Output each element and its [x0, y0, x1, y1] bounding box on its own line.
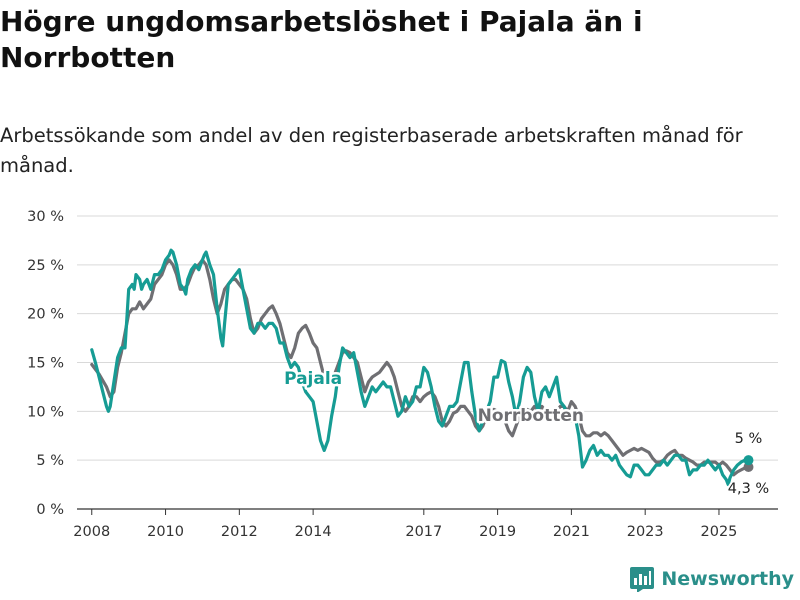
x-tick-label: 2012: [221, 524, 258, 540]
newsworthy-brand[interactable]: Newsworthy: [629, 566, 794, 592]
newsworthy-logo-icon: [630, 567, 655, 592]
end-point-norrbotten: [743, 462, 754, 473]
series-label-pajala: Pajala: [284, 369, 342, 389]
x-tick-label: 2023: [627, 524, 664, 540]
y-tick-label: 10 %: [27, 404, 64, 420]
chart-series: [90, 248, 751, 487]
x-tick-label: 2021: [553, 524, 590, 540]
end-value-label-pajala: 5 %: [735, 431, 763, 447]
chart-grid: [77, 215, 778, 510]
chart-subtitle: Arbetssökande som andel av den registerb…: [0, 124, 743, 177]
y-tick-label: 0 %: [36, 502, 64, 518]
y-tick-label: 30 %: [27, 209, 64, 225]
y-tick-label: 15 %: [27, 356, 64, 372]
series-label-norrbotten: Norrbotten: [478, 406, 584, 426]
y-tick-label: 25 %: [27, 258, 64, 274]
y-axis: 0 % 5 % 10 % 15 % 20 % 25 % 30 %: [27, 209, 64, 518]
series-line-norrbotten: [90, 258, 751, 477]
end-value-label-norrbotten: 4,3 %: [728, 481, 769, 497]
chart-labels: Norrbotten 4,3 % Pajala 5 %: [282, 366, 772, 499]
x-tick-label: 2025: [701, 524, 738, 540]
brand-name: Newsworthy: [661, 568, 794, 590]
end-point-pajala: [743, 455, 754, 466]
chart-title: Högre ungdomsarbetslöshet i Pajala än i …: [0, 5, 643, 74]
x-tick-label: 2014: [295, 524, 332, 540]
x-tick-label: 2019: [479, 524, 516, 540]
x-tick-label: 2010: [147, 524, 184, 540]
y-tick-label: 20 %: [27, 307, 64, 323]
x-tick-label: 2017: [405, 524, 442, 540]
x-tick-label: 2008: [73, 524, 110, 540]
x-axis: 2008 2010 2012 2014 2017 2019 2021 2023 2025: [73, 509, 737, 540]
y-tick-label: 5 %: [36, 453, 64, 469]
series-line-pajala: [90, 248, 751, 487]
